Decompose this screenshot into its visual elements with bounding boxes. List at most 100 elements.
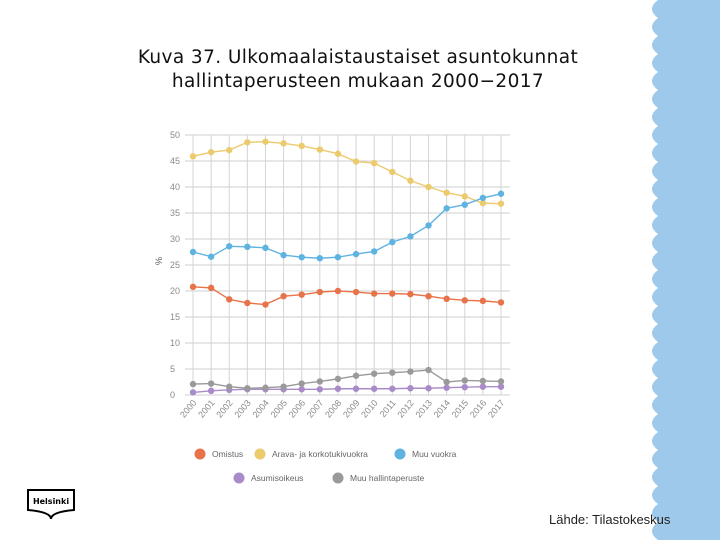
series-arava-ja-korkotukivuokra (189, 138, 505, 207)
legend-label: Arava- ja korkotukivuokra (272, 449, 368, 459)
data-point (425, 366, 432, 374)
x-tick-label: 2012 (395, 398, 416, 420)
x-tick-label: 2010 (359, 398, 380, 420)
x-tick-label: 2009 (341, 398, 362, 420)
data-point (298, 386, 305, 393)
data-point (352, 372, 360, 379)
data-point (316, 378, 324, 385)
data-point (226, 243, 233, 250)
data-point (226, 383, 233, 390)
data-point (226, 146, 233, 154)
title-line-2: hallintaperusteen mukaan 2000−2017 (171, 71, 545, 92)
data-point (407, 385, 414, 392)
data-point (244, 299, 251, 307)
series-line (192, 193, 502, 259)
data-point (479, 383, 487, 390)
x-tick-label: 2004 (250, 398, 271, 420)
data-point (461, 201, 468, 208)
legend-item: Arava- ja korkotukivuokra (254, 448, 368, 460)
data-point (334, 254, 342, 261)
data-point (370, 248, 378, 255)
data-point (298, 254, 305, 261)
legend-marker (254, 448, 266, 460)
x-tick-label: 2016 (468, 398, 489, 420)
data-point (244, 139, 251, 146)
data-point (280, 383, 287, 390)
legend-item: Muu hallintaperuste (332, 472, 424, 484)
data-point (461, 193, 468, 200)
data-point (316, 288, 324, 296)
data-point (443, 384, 450, 391)
x-tick-label: 2011 (378, 398, 398, 419)
data-point (334, 150, 342, 157)
data-point (425, 385, 432, 392)
source-note: Lähde: Tilastokeskus (549, 512, 671, 527)
legend-label: Asumisoikeus (251, 473, 303, 483)
y-tick-label: 20 (170, 286, 180, 296)
y-tick-label: 25 (170, 260, 180, 270)
data-point (479, 377, 487, 385)
data-point (370, 370, 378, 377)
data-point (280, 251, 287, 259)
series-line (192, 286, 502, 306)
logo-crest-outline (27, 489, 75, 520)
y-tick-label: 10 (170, 338, 180, 348)
x-tick-label: 2005 (269, 398, 290, 420)
x-tick-label: 2006 (287, 398, 308, 420)
data-point (352, 385, 360, 392)
data-point (352, 250, 360, 258)
data-point (262, 384, 269, 391)
legend-marker (233, 472, 245, 484)
data-point (407, 233, 414, 240)
legend-marker (194, 448, 206, 460)
data-point (207, 380, 215, 387)
data-point (479, 194, 487, 202)
x-tick-label: 2001 (196, 398, 217, 420)
y-tick-label: 35 (170, 208, 180, 218)
series-muu-vuokra (189, 190, 505, 262)
legend-item: Muu vuokra (394, 448, 457, 460)
legend-marker (394, 448, 406, 460)
legend-label: Muu hallintaperuste (350, 473, 424, 483)
data-point (262, 301, 269, 308)
data-point (479, 297, 487, 305)
data-point (461, 297, 468, 304)
x-tick-label: 2014 (432, 398, 453, 420)
y-tick-label: 15 (170, 312, 180, 322)
x-tick-label: 2007 (305, 398, 326, 420)
data-point (389, 238, 396, 246)
data-point (244, 243, 251, 250)
x-tick-label: 2002 (214, 398, 235, 420)
helsinki-logo: Helsinki (27, 489, 75, 520)
chart-gridlines (185, 134, 510, 396)
data-point (189, 153, 197, 160)
data-point (443, 378, 450, 386)
data-point (189, 248, 197, 256)
x-tick-label: 2015 (450, 398, 471, 420)
x-tick-label: 2013 (414, 398, 435, 420)
data-point (262, 138, 269, 145)
data-point (244, 385, 251, 392)
series-muu-hallintaperuste (189, 366, 505, 392)
data-point (316, 146, 324, 153)
data-point (425, 183, 432, 191)
y-tick-label: 50 (170, 130, 180, 140)
data-point (389, 385, 396, 392)
legend-label: Muu vuokra (412, 449, 457, 459)
legend-marker (332, 472, 344, 484)
data-point (389, 290, 396, 297)
data-point (497, 383, 505, 390)
data-point (189, 380, 197, 388)
data-point (280, 140, 287, 147)
data-point (189, 283, 197, 291)
slide-title: Kuva 37. Ulkomaalaistaustaiset asuntokun… (60, 46, 656, 94)
data-point (443, 189, 450, 196)
data-point (262, 244, 269, 252)
data-point (189, 389, 197, 396)
data-point (443, 295, 450, 302)
x-tick-label: 2008 (323, 398, 344, 420)
data-point (497, 190, 505, 197)
data-point (334, 385, 342, 392)
data-point (352, 288, 360, 296)
